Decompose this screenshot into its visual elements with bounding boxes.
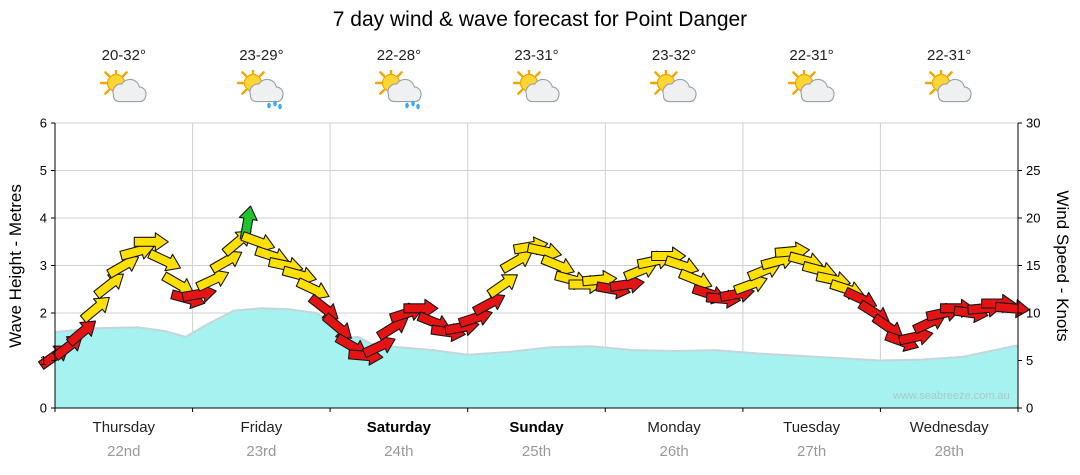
cloud-icon	[112, 78, 147, 103]
wind-axis-tick: 25	[1026, 163, 1040, 178]
wind-arrow	[499, 250, 533, 274]
right-axis-title: Wind Speed - Knots	[1053, 190, 1072, 342]
temperature-label: 22-31°	[789, 47, 834, 64]
temperature-label: 22-31°	[927, 47, 972, 64]
wind-arrow	[79, 296, 110, 324]
wind-axis-tick: 30	[1026, 116, 1040, 131]
wave-axis-tick: 2	[40, 306, 47, 321]
day-label: Tuesday	[783, 419, 840, 436]
day-date: 22nd	[107, 443, 140, 460]
rain-icon	[267, 100, 283, 110]
weather-icon-sun-cloud	[99, 66, 147, 103]
weather-icon-wrap	[374, 66, 423, 117]
wind-axis-tick: 0	[1026, 401, 1033, 416]
day-label: Sunday	[509, 419, 564, 436]
day-axis: Thursday 22nd Friday 23rd Saturday 24th Sunday…	[54, 408, 1019, 460]
weather-icon-wrap	[237, 66, 285, 117]
day-label: Thursday	[93, 419, 156, 436]
chart-title: 7 day wind & wave forecast for Point Dan…	[332, 8, 748, 31]
wave-axis-ticks: 0 1 2 3 4 5 6	[40, 116, 55, 416]
cloud-icon	[249, 78, 284, 103]
wave-axis-tick: 6	[40, 116, 47, 131]
watermark: www.seabreeze.com.au	[893, 390, 1010, 402]
wind-axis-ticks: 0 5 10 15 20 25 30	[1018, 116, 1040, 416]
wind-arrow	[133, 232, 169, 252]
day-label: Monday	[647, 419, 701, 436]
temperature-label: 23-29°	[239, 47, 284, 64]
day-date: 27th	[797, 443, 826, 460]
wave-axis-tick: 4	[40, 211, 47, 226]
cloud-icon	[662, 78, 697, 103]
day-label: Friday	[241, 419, 283, 436]
wave-line	[54, 307, 1019, 362]
cloud-icon	[937, 78, 972, 103]
cloud-icon	[799, 78, 835, 103]
wind-arrow	[486, 274, 518, 299]
wind-axis-tick: 5	[1026, 353, 1033, 368]
day-date: 24th	[384, 443, 413, 460]
day-date: 25th	[522, 443, 551, 460]
weather-icon-wrap	[649, 66, 698, 117]
weather-icon-wrap	[787, 66, 836, 117]
wind-arrow	[472, 293, 506, 317]
wave-axis-tick: 3	[40, 258, 47, 273]
left-axis-title: Wave Height - Metres	[6, 184, 25, 348]
temperature-label: 20-32°	[101, 47, 146, 64]
temperature-label: 23-32°	[651, 47, 697, 64]
weather-icon-sun-cloud	[924, 66, 972, 103]
cloud-icon	[524, 78, 560, 103]
rain-icon	[405, 100, 420, 110]
day-label: Saturday	[367, 419, 432, 436]
wave-axis-tick: 0	[40, 401, 47, 416]
wind-axis-tick: 15	[1026, 258, 1040, 273]
wind-arrow	[526, 242, 562, 262]
weather-icon-sun-cloud-rain	[374, 66, 422, 110]
wave-axis-tick: 1	[40, 353, 47, 368]
wave-area	[55, 308, 1018, 408]
wave-axis-tick: 5	[40, 163, 47, 178]
weather-icon-sun-cloud	[649, 66, 697, 103]
weather-icon-sun-cloud	[787, 66, 835, 103]
weather-icon-sun-cloud	[512, 66, 560, 103]
day-date: 23rd	[246, 443, 276, 460]
wind-arrow	[403, 298, 439, 318]
wind-arrow	[66, 320, 97, 347]
day-date: 28th	[935, 443, 964, 460]
wind-arrow	[147, 248, 182, 272]
wind-arrows	[37, 205, 1030, 370]
weather-icon-wrap	[512, 66, 561, 117]
day-date: 26th	[659, 443, 688, 460]
wind-arrow	[93, 273, 124, 300]
wind-axis-tick: 10	[1026, 306, 1040, 321]
weather-icon-sun-cloud-rain	[237, 66, 284, 110]
weather-icon-wrap	[924, 66, 973, 117]
wind-arrow	[295, 277, 330, 300]
wind-axis-tick: 20	[1026, 211, 1040, 226]
weather-icon-wrap	[99, 66, 148, 117]
cloud-icon	[387, 78, 422, 103]
temperature-label: 23-31°	[514, 47, 559, 64]
temperature-label: 22-28°	[376, 47, 422, 64]
day-label: Wednesday	[910, 419, 989, 436]
